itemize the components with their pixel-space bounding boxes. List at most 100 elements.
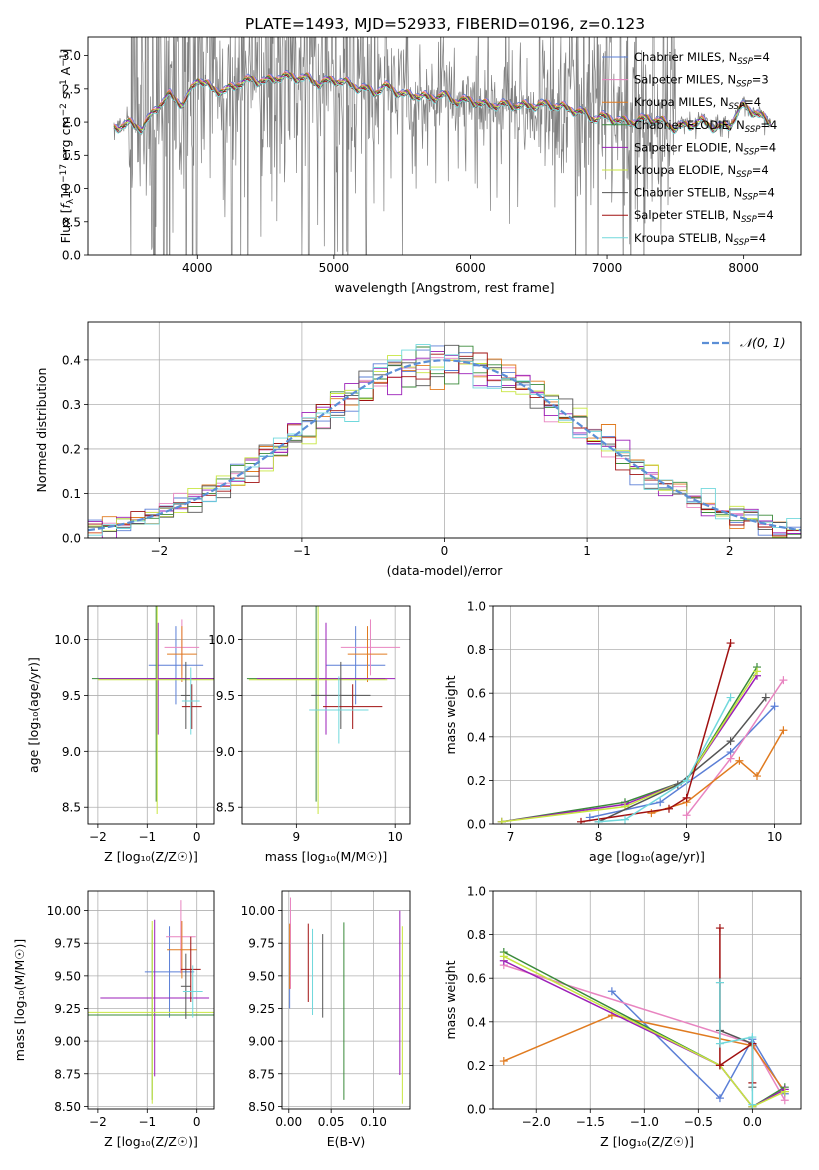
y-tick-label: 0.4 (467, 1015, 486, 1029)
marker-salpeter-stelib (665, 804, 673, 813)
x-tick-label: 10 (767, 830, 782, 844)
x-axis-label: mass [log₁₀(M/M☉)] (265, 849, 387, 864)
plot-area (289, 897, 403, 1104)
y-tick-label: 0.8 (467, 643, 486, 657)
y-tick-label: 10.00 (241, 904, 275, 918)
y-tick-label: 1.0 (467, 885, 486, 899)
x-tick-label: −1 (138, 1115, 156, 1129)
y-axis-label-part: f (58, 203, 73, 209)
legend-value: =3 (752, 73, 769, 87)
y-tick-label: 0.0 (467, 818, 486, 832)
marker-kroupa-stelib (682, 776, 691, 785)
legend-name: Kroupa ELODIE, N (634, 163, 736, 177)
y-tick-label: 1.0 (62, 182, 81, 196)
marker-kroupa-stelib (594, 817, 603, 824)
y-tick-label: 3.0 (62, 49, 81, 63)
line-kroupa-stelib (598, 697, 732, 823)
line-chabrier-miles (611, 990, 786, 1100)
marker-kroupa-stelib (715, 978, 724, 987)
legend-name: Chabrier ELODIE, N (634, 118, 745, 132)
y-tick-label: 1.0 (467, 600, 486, 614)
plot-area (499, 924, 789, 1109)
y-tick-label: 0.0 (62, 249, 81, 263)
y-tick-label: 0.2 (467, 774, 486, 788)
y-axis-label-part: −17 (59, 164, 69, 183)
marker-salpeter-stelib (715, 924, 724, 933)
x-tick-label: −1 (138, 830, 156, 844)
y-tick-label: 0.1 (62, 487, 81, 501)
legend-subscript: SSP (741, 215, 757, 225)
marker-salpeter-miles (682, 811, 691, 820)
y-tick-label: 9.25 (248, 1002, 275, 1016)
y-tick-label: 0.4 (467, 730, 486, 744)
plot-area (497, 639, 788, 824)
y-axis-label: Flux [fλ10−17 erg cm−2 s−1 A−1] (58, 49, 76, 244)
y-axis-label: age [log₁₀(age/yr)] (26, 657, 41, 773)
marker-salpeter-miles (780, 1096, 789, 1105)
marker-chabrier-stelib (726, 737, 735, 746)
axes-frame (281, 890, 411, 1110)
x-axis-label: (data-model)/error (387, 563, 504, 578)
marker-kroupa-miles (647, 809, 656, 818)
y-tick-label: 9.00 (248, 1035, 275, 1049)
x-axis-label: Z [log₁₀(Z/Z☉)] (600, 1134, 694, 1149)
y-tick-label: 0.2 (62, 442, 81, 456)
x-tick-label: −1.0 (630, 1115, 659, 1129)
age-vs-metallicity-panel: −2 −1 0 8.5 9.0 9.5 10.0 Z [log₁₀(Z/Z☉)] age [lo… (26, 605, 215, 864)
y-axis-label-part: λ (66, 198, 76, 204)
legend-entry: Chabrier STELIB, NSSP=4 (634, 186, 775, 203)
y-tick-label: 0.5 (62, 215, 81, 229)
axes-frame (87, 321, 802, 539)
x-tick-label: 10 (388, 830, 403, 844)
x-tick-label: −2 (89, 1115, 107, 1129)
legend-value: =4 (758, 186, 775, 200)
legend-subscript: SSP (742, 193, 758, 203)
legend-entry: Salpeter ELODIE, NSSP=4 (634, 140, 776, 157)
y-tick-label: 0.0 (467, 1103, 486, 1117)
y-axis-label-part: 10 (58, 183, 73, 199)
y-axis-label: mass weight (443, 675, 458, 754)
marker-kroupa-stelib (621, 815, 629, 824)
legend-subscript: SSP (736, 170, 752, 180)
marker-chabrier-miles (607, 987, 616, 996)
x-tick-label: 0 (441, 544, 449, 558)
y-tick-label: 9.00 (54, 1035, 81, 1049)
massweight-vs-metallicity-panel: −2.0 −1.5 −1.0 −0.5 0.0 0.0 0.2 0.4 0.6 0.8 1.0 Z [… (443, 885, 802, 1149)
marker-kroupa-stelib (715, 1039, 724, 1048)
marker-kroupa-elodie (780, 1087, 789, 1096)
y-tick-label: 10.0 (54, 633, 81, 647)
y-tick-label: 9.5 (216, 689, 235, 703)
y-tick-label: 0.8 (467, 928, 486, 942)
legend-value: =4 (759, 140, 776, 154)
figure-title: PLATE=1493, MJD=52933, FIBERID=0196, z=0… (245, 15, 645, 33)
axes-frame (87, 605, 215, 825)
y-tick-label: 9.75 (248, 937, 275, 951)
legend-name: Chabrier STELIB, N (634, 186, 742, 200)
x-tick-label: 8000 (728, 261, 759, 275)
y-tick-label: 8.75 (248, 1067, 275, 1081)
x-tick-label: −1 (293, 544, 311, 558)
y-axis-label-part: −1 (59, 53, 69, 66)
gaussian-curve (88, 359, 801, 532)
line-salpeter-elodie (501, 675, 758, 823)
y-axis-label-part: A (58, 66, 73, 79)
legend-entry: 𝒩(0, 1) (740, 335, 786, 350)
mass-vs-ebv-panel: 0.00 0.05 0.10 8.50 8.75 9.00 9.25 9.50 9.75 10.0… (241, 890, 411, 1149)
y-axis-label-part: erg cm (58, 116, 73, 164)
marker-kroupa-stelib (726, 693, 735, 702)
marker-salpeter-stelib (577, 817, 585, 824)
legend-entry: Salpeter STELIB, NSSP=4 (634, 208, 774, 225)
legend-name: Kroupa STELIB, N (634, 231, 734, 245)
legend-value: =4 (749, 231, 766, 245)
line-salpeter-stelib (580, 642, 732, 823)
x-tick-label: −1.5 (576, 1115, 605, 1129)
legend-name: Salpeter MILES, N (634, 73, 736, 87)
residual-histogram-panel: −2 −1 0 1 2 0.0 0.1 0.2 0.3 0.4 (data-model)/error… (34, 321, 802, 578)
y-tick-label: 10.0 (208, 633, 235, 647)
legend-subscript: SSP (744, 147, 760, 157)
plot-area (113, 37, 772, 255)
x-tick-label: 0 (193, 830, 201, 844)
hist-chabrier-elodie (88, 345, 801, 538)
legend-value: =4 (752, 163, 769, 177)
